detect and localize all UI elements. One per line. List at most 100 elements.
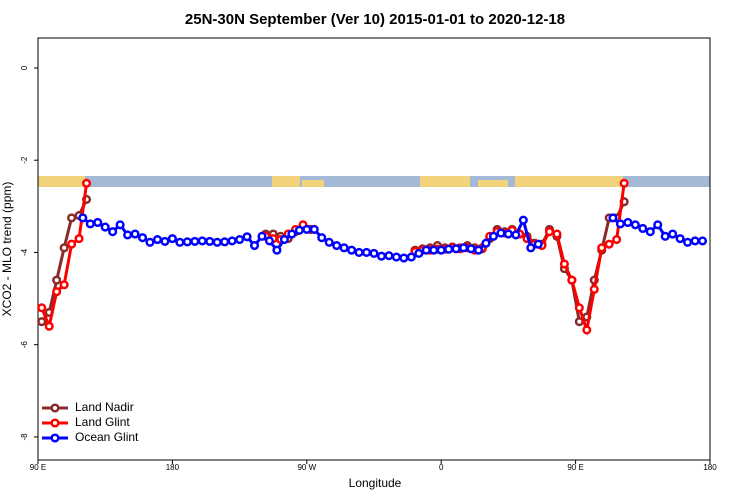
data-point [52, 287, 62, 297]
data-point [589, 284, 599, 294]
data-point [488, 231, 499, 241]
data-point [399, 253, 409, 263]
data-point [574, 303, 584, 313]
data-point [167, 234, 177, 244]
land-strip [38, 176, 85, 187]
data-point [85, 219, 95, 229]
data-point [294, 225, 304, 235]
data-point [481, 238, 491, 248]
x-tick-label: 180 [166, 463, 180, 472]
x-tick-label: 90 W [297, 463, 316, 472]
data-point [660, 231, 670, 241]
data-point [459, 243, 469, 253]
data-point [44, 321, 54, 331]
y-tick-label: -6 [20, 341, 29, 349]
data-point [582, 325, 592, 335]
data-point [123, 230, 133, 240]
data-point [630, 220, 640, 230]
data-point [257, 231, 267, 241]
data-point [376, 251, 387, 261]
legend-label: Land Glint [75, 415, 130, 429]
legend-marker [50, 418, 60, 428]
chart-title: 25N-30N September (Ver 10) 2015-01-01 to… [185, 11, 565, 28]
data-point [160, 236, 170, 246]
data-point [675, 234, 685, 244]
data-point [533, 239, 543, 249]
data-point [37, 303, 47, 313]
data-point [287, 229, 297, 239]
data-point [421, 245, 431, 255]
data-point [518, 215, 528, 225]
y-axis-label: XCO2 - MLO trend (ppm) [0, 182, 14, 317]
x-tick-label: 180 [703, 463, 717, 472]
data-point [597, 243, 607, 253]
land-strip [420, 176, 470, 187]
x-axis-label: Longitude [349, 476, 402, 490]
data-point [544, 227, 555, 237]
data-point [369, 248, 379, 258]
data-point [638, 223, 648, 234]
data-point [59, 280, 69, 290]
data-point [145, 237, 155, 247]
data-point [81, 178, 92, 188]
land-strip [515, 176, 623, 187]
data-point [137, 233, 148, 243]
data-point [466, 244, 476, 254]
x-tick-label: 90 E [567, 463, 583, 472]
data-point [220, 237, 230, 247]
data-point [361, 247, 372, 258]
data-point [317, 233, 327, 243]
land-strip [478, 180, 508, 187]
data-point [52, 275, 62, 285]
data-point [272, 245, 282, 255]
data-point [108, 227, 118, 237]
data-point [235, 234, 245, 245]
data-point [212, 237, 222, 247]
data-point [608, 213, 618, 223]
data-point [436, 245, 446, 255]
data-point [354, 247, 364, 258]
data-point [93, 217, 103, 228]
data-point [249, 240, 260, 251]
y-tick-label: -8 [20, 433, 29, 441]
data-point [511, 230, 521, 240]
data-point [619, 178, 629, 188]
x-tick-label: 90 E [30, 463, 46, 472]
data-point [384, 251, 394, 261]
data-point [444, 244, 454, 254]
data-point [332, 240, 342, 251]
data-point [227, 236, 237, 246]
map-strip [38, 176, 710, 187]
data-point [406, 252, 416, 262]
data-point [503, 229, 513, 239]
data-point [473, 245, 484, 255]
data-point [67, 239, 77, 249]
series-line [40, 198, 626, 325]
data-point [190, 236, 200, 246]
data-point [74, 234, 84, 244]
legend-label: Ocean Glint [75, 430, 139, 444]
series-line [40, 183, 626, 336]
data-point [612, 234, 622, 245]
data-point [559, 259, 569, 269]
legend-marker [50, 433, 60, 443]
data-point [645, 227, 655, 237]
data-point [604, 239, 614, 249]
y-tick-label: -4 [20, 248, 29, 256]
land-strip [272, 176, 300, 187]
data-point [414, 248, 424, 258]
data-point [526, 243, 536, 253]
data-point [683, 237, 693, 247]
data-point [615, 219, 625, 229]
data-point [59, 243, 69, 253]
data-point [347, 245, 357, 255]
data-point [623, 217, 633, 228]
data-point [264, 236, 275, 246]
data-point [37, 317, 47, 327]
legend-label: Land Nadir [75, 400, 134, 414]
data-point [197, 236, 207, 246]
data-point [324, 237, 334, 247]
plot-frame [37, 37, 711, 461]
data-point [429, 245, 439, 255]
